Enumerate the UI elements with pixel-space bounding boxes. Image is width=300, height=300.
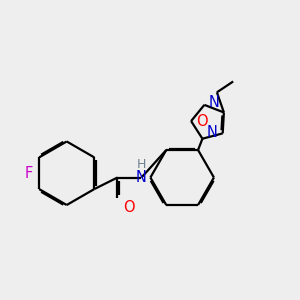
Text: F: F bbox=[24, 166, 33, 181]
Text: N: N bbox=[136, 170, 147, 185]
Text: O: O bbox=[196, 114, 208, 129]
Text: H: H bbox=[137, 158, 146, 170]
Text: N: N bbox=[209, 95, 220, 110]
Text: O: O bbox=[123, 200, 134, 214]
Text: N: N bbox=[206, 125, 217, 140]
